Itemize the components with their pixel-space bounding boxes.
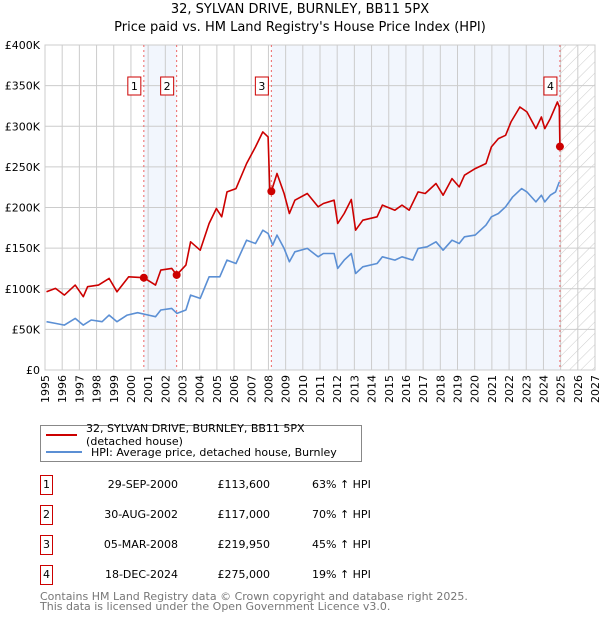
- sale-label-box: [543, 76, 558, 96]
- x-tick-label: 2021: [486, 375, 499, 403]
- y-tick-label: £150K: [5, 242, 41, 255]
- transaction-price: £117,000: [217, 508, 271, 521]
- sale-label: 1: [131, 80, 138, 93]
- transaction-hpi: 70% ↑ HPI: [312, 508, 371, 521]
- transaction-row: 1 29-SEP-2000 £113,600 63% ↑ HPI: [40, 475, 440, 495]
- sale-point: [172, 270, 181, 279]
- x-tick-label: 2023: [520, 375, 533, 403]
- sale-label: 4: [547, 80, 554, 93]
- legend-line-blue-icon: [46, 451, 82, 453]
- legend-label-property: 32, SYLVAN DRIVE, BURNLEY, BB11 5PX (det…: [86, 422, 305, 448]
- x-tick-label: 2000: [125, 375, 138, 403]
- legend-line-red-icon: [46, 434, 78, 436]
- footer-licence: This data is licensed under the Open Gov…: [40, 600, 391, 613]
- chart-title: 32, SYLVAN DRIVE, BURNLEY, BB11 5PX: [170, 2, 430, 17]
- sale-point: [555, 142, 564, 151]
- y-tick-label: £200K: [5, 202, 41, 215]
- x-tick-label: 1996: [56, 375, 69, 403]
- transaction-row: 4 18-DEC-2024 £275,000 19% ↑ HPI: [40, 565, 440, 585]
- x-tick-label: 2022: [503, 375, 516, 403]
- transaction-number: 3: [40, 535, 53, 555]
- sale-point: [267, 187, 276, 196]
- series-line: [46, 101, 561, 298]
- y-tick-label: £50K: [12, 323, 41, 336]
- x-tick-label: 1995: [39, 375, 52, 403]
- x-tick-label: 2007: [245, 375, 258, 403]
- x-tick-label: 2002: [159, 375, 172, 403]
- series-line: [46, 181, 561, 326]
- x-tick-label: 2005: [211, 375, 224, 403]
- x-tick-label: 2014: [366, 375, 379, 403]
- sale-label: 2: [164, 80, 171, 93]
- x-tick-label: 2017: [417, 375, 430, 403]
- y-tick-label: £350K: [5, 80, 41, 93]
- sale-label: 3: [258, 80, 265, 93]
- transaction-date: 29-SEP-2000: [107, 478, 178, 491]
- x-tick-label: 2018: [434, 375, 447, 403]
- x-tick-label: 2004: [194, 375, 207, 403]
- transaction-hpi: 63% ↑ HPI: [312, 478, 371, 491]
- transaction-date: 18-DEC-2024: [104, 568, 178, 581]
- transaction-number: 1: [40, 475, 53, 495]
- chart-subtitle: Price paid vs. HM Land Registry's House …: [114, 20, 486, 35]
- transaction-hpi: 19% ↑ HPI: [312, 568, 371, 581]
- x-tick-label: 2019: [452, 375, 465, 403]
- legend-item-hpi: HPI: Average price, detached house, Burn…: [46, 444, 337, 460]
- x-tick-label: 2009: [280, 375, 293, 403]
- x-tick-label: 2013: [348, 375, 361, 403]
- x-tick-label: 2001: [142, 375, 155, 403]
- transaction-row: 3 05-MAR-2008 £219,950 45% ↑ HPI: [40, 535, 440, 555]
- x-tick-label: 2010: [297, 375, 310, 403]
- transaction-price: £219,950: [217, 538, 271, 551]
- x-tick-label: 2024: [537, 375, 550, 403]
- y-tick-label: £250K: [5, 161, 41, 174]
- y-tick-label: £0: [26, 364, 40, 377]
- sale-label-box: [127, 76, 142, 96]
- transaction-number: 2: [40, 505, 53, 525]
- plot-border: [44, 44, 596, 371]
- x-tick-label: 1999: [108, 375, 121, 403]
- x-tick-label: 2012: [331, 375, 344, 403]
- x-tick-label: 1998: [91, 375, 104, 403]
- x-tick-label: 2006: [228, 375, 241, 403]
- price-chart: 1995 1996 1997 1998 1999 2000 2001 2002 2003 2004…: [5, 39, 600, 403]
- x-tick-label: 2016: [400, 375, 413, 403]
- sale-label-box: [254, 76, 269, 96]
- transaction-price: £275,000: [217, 568, 271, 581]
- x-tick-label: 1997: [73, 375, 86, 403]
- transaction-number: 4: [40, 565, 53, 585]
- x-tick-label: 2003: [177, 375, 190, 403]
- x-tick-label: 2020: [469, 375, 482, 403]
- y-tick-label: £400K: [5, 39, 41, 52]
- transaction-price: £113,600: [217, 478, 271, 491]
- transaction-hpi: 45% ↑ HPI: [312, 538, 371, 551]
- legend-item-property: 32, SYLVAN DRIVE, BURNLEY, BB11 5PX (det…: [46, 422, 361, 448]
- x-tick-label: 2011: [314, 375, 327, 403]
- x-tick-label: 2027: [589, 375, 600, 403]
- x-tick-label: 2008: [262, 375, 275, 403]
- sale-point: [139, 273, 148, 282]
- footer-copyright: Contains HM Land Registry data © Crown c…: [40, 590, 468, 603]
- y-tick-label: £300K: [5, 120, 41, 133]
- legend: 32, SYLVAN DRIVE, BURNLEY, BB11 5PX (det…: [40, 422, 362, 462]
- transaction-date: 05-MAR-2008: [103, 538, 178, 551]
- sale-label-box: [160, 76, 175, 96]
- transaction-date: 30-AUG-2002: [104, 508, 178, 521]
- y-tick-label: £100K: [5, 283, 41, 296]
- legend-label-hpi: HPI: Average price, detached house, Burn…: [91, 445, 337, 459]
- transaction-row: 2 30-AUG-2002 £117,000 70% ↑ HPI: [40, 505, 440, 525]
- x-tick-label: 2025: [555, 375, 568, 403]
- x-tick-label: 2026: [572, 375, 585, 403]
- x-tick-label: 2015: [383, 375, 396, 403]
